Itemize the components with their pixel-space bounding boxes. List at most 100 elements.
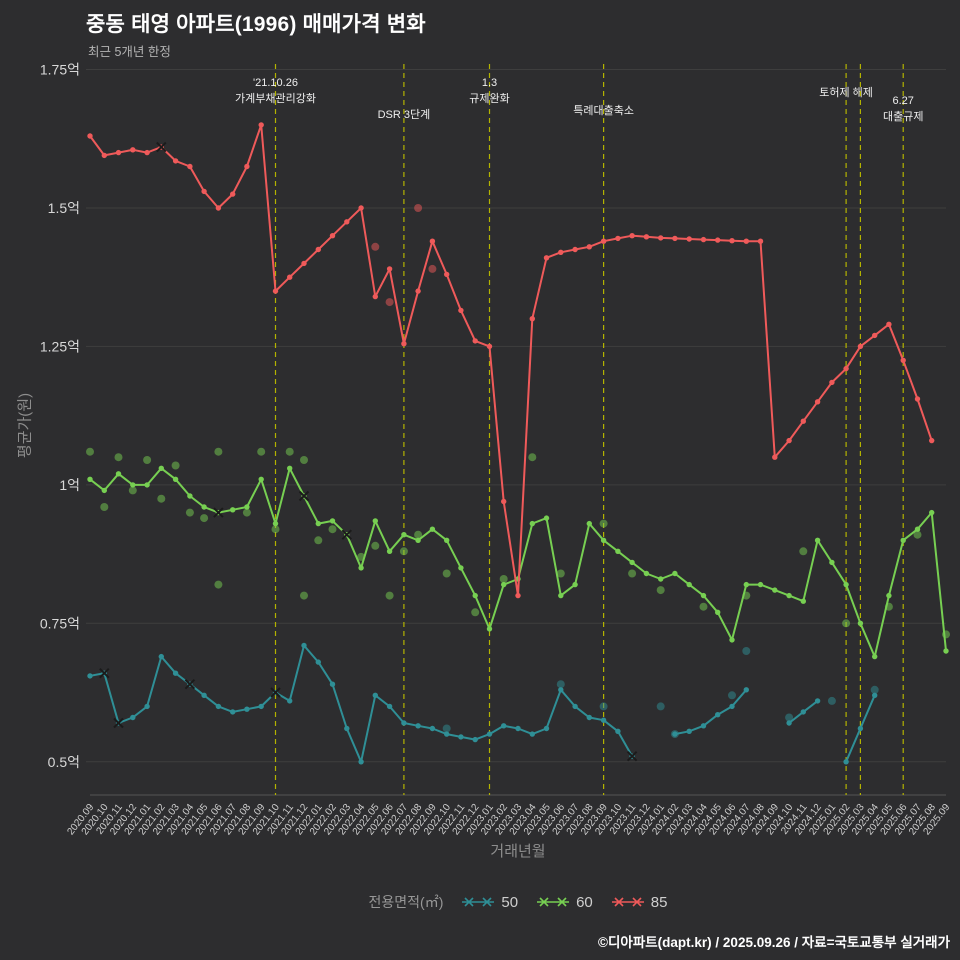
scatter-point: [399, 547, 408, 556]
scatter-point: [842, 619, 851, 628]
line-point: [501, 723, 507, 729]
line-point: [230, 191, 236, 197]
line-point: [900, 537, 906, 543]
y-tick-label: 0.75억: [40, 615, 80, 631]
scatter-point: [628, 569, 637, 578]
line-point: [672, 570, 678, 577]
line-point: [172, 476, 179, 482]
line-point: [729, 703, 735, 710]
line-point: [472, 592, 478, 599]
line-point: [643, 234, 650, 240]
line-point: [201, 504, 207, 510]
legend-title: 전용면적(㎡): [368, 894, 444, 910]
line-point: [672, 731, 678, 737]
line-point: [472, 338, 478, 344]
line-point: [814, 537, 821, 543]
line-point: [686, 236, 692, 242]
scatter-point: [185, 508, 194, 517]
line-point: [900, 357, 906, 363]
scatter-point: [442, 724, 451, 733]
line-point: [115, 471, 122, 477]
line-point: [272, 288, 279, 294]
line-point: [101, 152, 108, 159]
line-point: [429, 238, 436, 244]
line-point: [301, 642, 307, 649]
scatter-point: [257, 447, 266, 456]
scatter-point: [414, 530, 423, 539]
line-point: [757, 238, 764, 244]
line-point: [643, 570, 650, 577]
line-point: [444, 731, 450, 737]
legend-marker-60: [537, 897, 570, 907]
page-title: 중동 태영 아파트(1996) 매매가격 변화: [86, 13, 426, 36]
line-point: [558, 687, 564, 693]
line-point: [814, 698, 821, 704]
scatter-point: [785, 713, 794, 722]
scatter-point: [86, 447, 94, 456]
line-point: [572, 703, 578, 710]
line-point: [629, 559, 635, 566]
scatter-point: [385, 298, 394, 307]
scatter-point: [799, 547, 808, 556]
line-point: [358, 759, 364, 765]
line-point: [458, 734, 464, 740]
legend: 전용면적(㎡) 50 60 85: [90, 892, 946, 912]
line-point: [244, 163, 250, 170]
scatter-point: [242, 508, 251, 517]
line-point: [244, 706, 250, 712]
line-point: [315, 520, 321, 527]
line-point: [814, 399, 821, 405]
line-point: [515, 592, 521, 599]
scatter-point: [414, 204, 423, 212]
scatter-point: [328, 525, 337, 534]
line-point: [401, 532, 407, 538]
y-tick-label: 1억: [59, 477, 80, 493]
line-point: [301, 260, 307, 267]
line-point: [929, 437, 935, 444]
line-point: [914, 526, 921, 532]
line-point: [729, 238, 735, 244]
legend-items: 50 60 85: [461, 894, 667, 911]
line-point: [358, 565, 364, 571]
scatter-point: [428, 264, 437, 273]
line-point: [857, 620, 864, 626]
line-point: [529, 731, 535, 737]
line-point: [230, 709, 236, 715]
scatter-point: [100, 503, 109, 511]
line-point: [444, 271, 450, 278]
line-point: [144, 482, 150, 488]
line-point: [115, 149, 122, 156]
line-point: [287, 274, 293, 280]
line-point: [586, 244, 592, 250]
legend-item-85[interactable]: 85: [611, 894, 667, 911]
line-point: [329, 681, 336, 687]
line-point: [843, 759, 849, 765]
line-point: [87, 133, 93, 139]
scatter-point: [827, 696, 836, 705]
x-marker: [113, 717, 124, 729]
line-point: [800, 418, 806, 424]
line-point: [872, 653, 878, 660]
scatter-point: [442, 569, 451, 578]
y-tick-label: 1.25억: [40, 338, 80, 354]
line-point: [929, 509, 935, 516]
scatter-point: [528, 453, 537, 462]
line-point: [600, 537, 607, 543]
scatter-point: [300, 591, 308, 600]
line-point: [743, 581, 749, 588]
legend-item-60[interactable]: 60: [536, 894, 593, 911]
line-point: [715, 609, 721, 615]
line-point: [144, 149, 150, 156]
line-point: [629, 233, 635, 239]
x-marker: [99, 667, 110, 679]
line-point: [87, 476, 93, 482]
line-point: [715, 712, 721, 718]
line-point: [914, 396, 921, 402]
legend-item-50[interactable]: 50: [461, 894, 518, 911]
scatter-point: [599, 519, 608, 528]
line-point: [872, 692, 878, 698]
x-marker: [270, 687, 281, 698]
scatter-point: [114, 453, 123, 462]
